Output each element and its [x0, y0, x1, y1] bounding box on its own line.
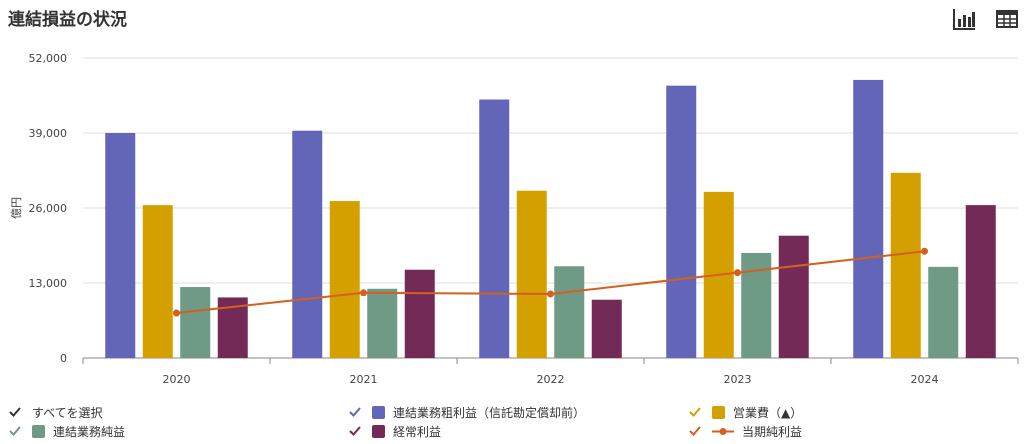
legend-item[interactable]: 営業費（▲） [688, 403, 802, 421]
y-tick-label: 39,000 [29, 127, 68, 140]
legend-label: 営業費（▲） [733, 405, 803, 420]
check-icon [9, 426, 21, 436]
line-point [547, 290, 554, 298]
bar [554, 266, 585, 358]
y-tick-label: 26,000 [29, 202, 68, 215]
x-tick-label: 2020 [163, 373, 191, 386]
bar [516, 190, 547, 358]
line-point [360, 289, 367, 297]
color-swatch [32, 424, 45, 438]
legend-label: 連結業務粗利益（信託勘定償却前） [393, 405, 586, 420]
chart-area: 0 13,000 26,000 39,000 52,000 億円 2020 2021 2022 2… [10, 52, 1019, 386]
legend-label: 経常利益 [393, 424, 442, 439]
y-axis-label: 億円 [10, 197, 23, 219]
legend-label: 当期純利益 [742, 424, 803, 439]
line-series [176, 250, 925, 314]
check-icon [9, 407, 21, 417]
bar [965, 205, 996, 358]
bar [890, 172, 921, 358]
bar [479, 99, 510, 359]
x-tick-label: 2021 [350, 373, 378, 386]
legend-label: 連結業務純益 [53, 424, 126, 439]
bar [928, 266, 959, 358]
x-tick-label: 2022 [537, 373, 565, 386]
color-swatch [712, 405, 725, 419]
y-tick-label: 0 [60, 352, 67, 365]
bar [329, 201, 360, 358]
y-tick-label: 13,000 [29, 277, 68, 290]
line-point [921, 247, 928, 255]
check-icon [349, 407, 361, 417]
color-swatch [372, 405, 385, 419]
bar [666, 85, 697, 358]
x-tick-label: 2024 [911, 373, 939, 386]
page-title: 連結損益の状況 [8, 10, 127, 30]
bar [142, 205, 173, 358]
line-swatch [712, 427, 734, 435]
bar [404, 269, 435, 358]
table-icon[interactable] [994, 6, 1020, 32]
check-icon [349, 426, 361, 436]
bar-chart-icon[interactable] [951, 6, 977, 32]
legend-item[interactable]: 連結業務粗利益（信託勘定償却前） [348, 403, 585, 421]
check-icon [689, 426, 701, 436]
check-icon [689, 407, 701, 417]
bar [367, 288, 398, 358]
color-swatch [372, 424, 385, 438]
bar [180, 287, 211, 358]
bar [292, 130, 323, 358]
line-point [734, 269, 741, 277]
legend-select-all[interactable]: すべてを選択 [8, 403, 102, 421]
x-tick-label: 2023 [724, 373, 752, 386]
line-point [173, 309, 180, 317]
legend-select-all-label: すべてを選択 [32, 405, 103, 420]
bar [105, 133, 136, 358]
bar [853, 79, 884, 358]
legend-item[interactable]: 当期純利益 [688, 422, 802, 440]
bar [591, 299, 622, 358]
legend-item[interactable]: 経常利益 [348, 422, 441, 440]
bar [778, 235, 809, 358]
y-tick-label: 52,000 [29, 52, 68, 65]
legend-item[interactable]: 連結業務純益 [8, 422, 125, 440]
